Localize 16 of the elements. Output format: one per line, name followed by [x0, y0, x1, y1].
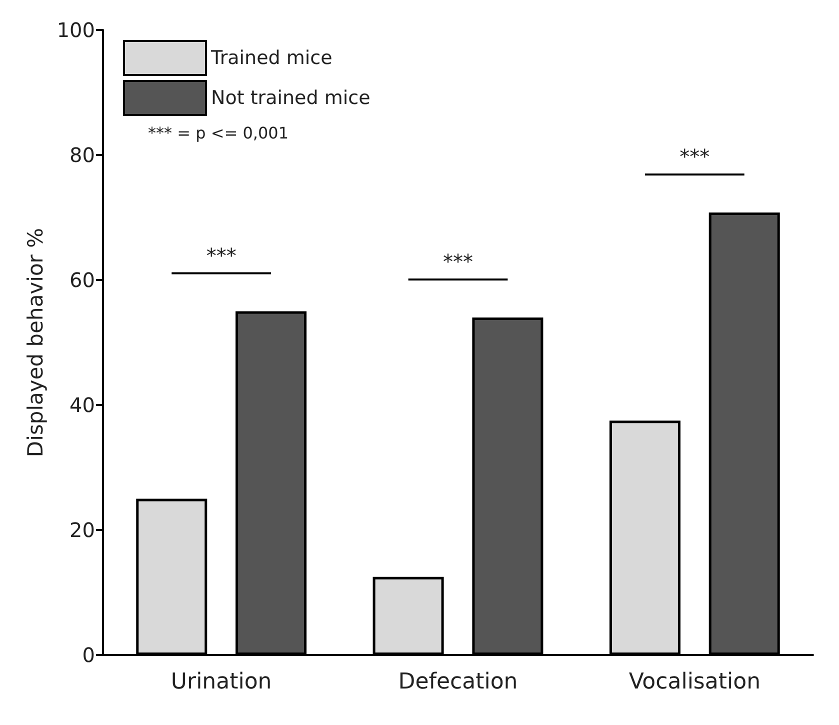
x-tick-label: Defecation [398, 670, 518, 694]
y-tick-label: 80 [70, 143, 95, 167]
legend-label: Trained mice [210, 47, 332, 69]
legend-label: Not trained mice [211, 87, 370, 109]
y-axis-title: Displayed behavior % [23, 228, 48, 458]
y-tick-label: 100 [56, 18, 95, 42]
y-tick-label: 40 [70, 393, 95, 417]
annotation: *** [443, 250, 473, 274]
annotation: *** [206, 243, 236, 268]
annotation: *** [680, 144, 710, 168]
x-tick-label: Urination [170, 670, 272, 694]
y-tick-label: 0 [82, 643, 95, 667]
x-tick-label: Vocalisation [628, 670, 761, 694]
annotation: *** = p <= 0,001 [148, 124, 289, 142]
y-tick-label: 20 [70, 518, 95, 542]
y-tick-label: 60 [70, 268, 95, 292]
